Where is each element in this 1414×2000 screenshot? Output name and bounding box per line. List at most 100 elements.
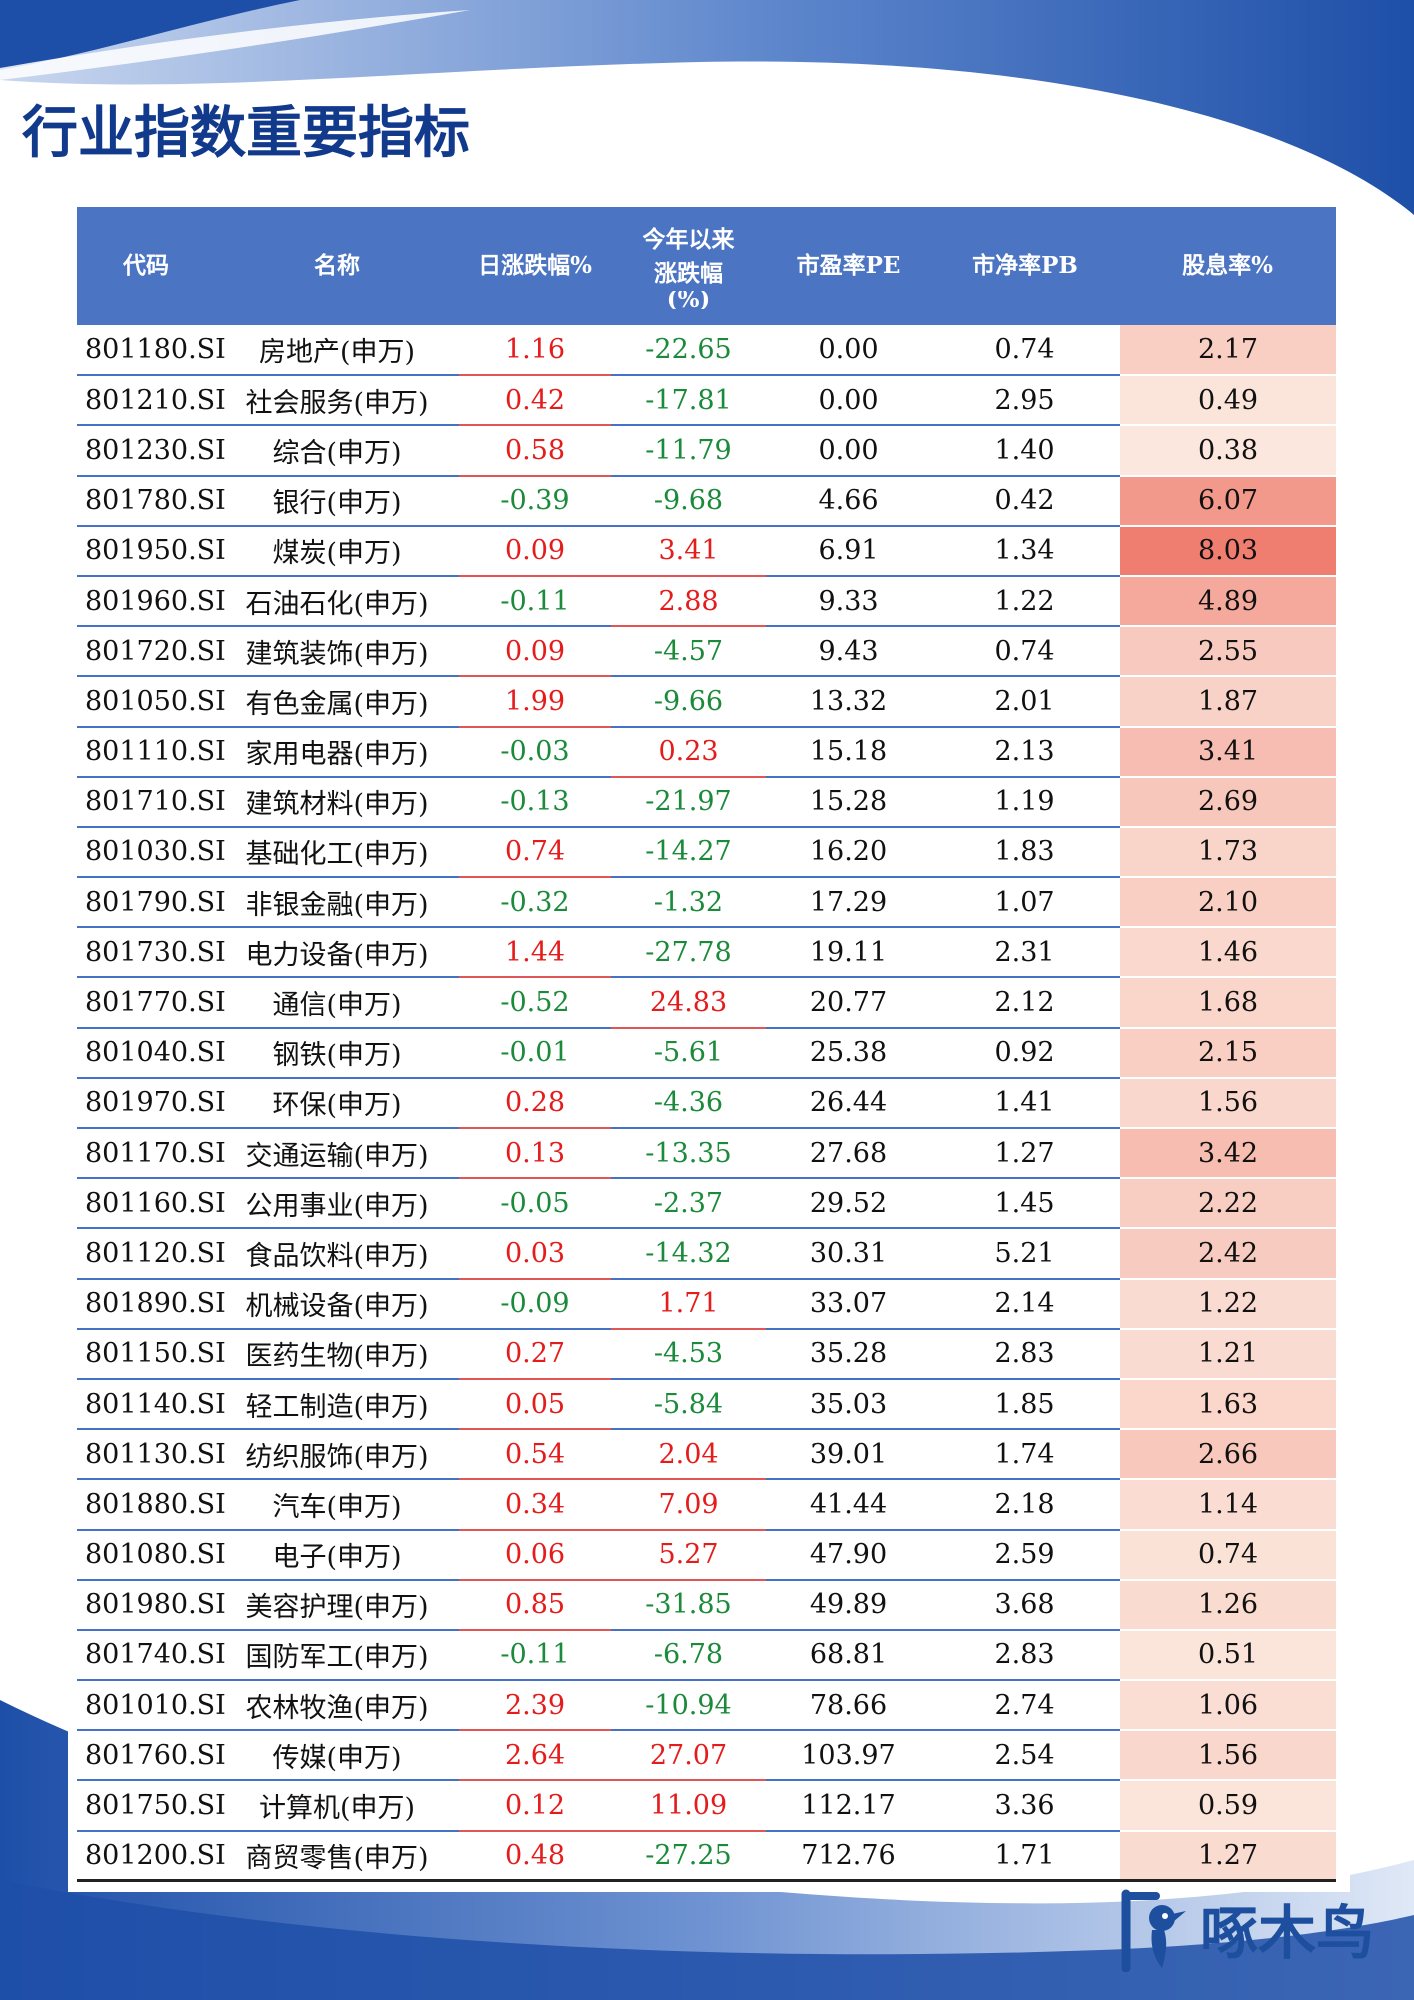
cell-code: 801200.SI	[77, 1830, 226, 1883]
cell-dividend: 2.17	[1118, 325, 1336, 377]
table-row: 801740.SI 国防军工(申万) -0.11 -6.78 68.81 2.83 0.51	[77, 1629, 1336, 1682]
table-row: 801710.SI 建筑材料(申万) -0.13 -21.97 15.28 1.19 2.6…	[77, 776, 1336, 828]
cell-daily-change: 0.48	[459, 1830, 611, 1883]
cell-dividend: 6.07	[1118, 475, 1336, 527]
header-code: 代码	[77, 207, 215, 325]
cell-dividend: 1.26	[1118, 1579, 1336, 1631]
cell-pe: 47.90	[766, 1529, 931, 1581]
cell-pe: 103.97	[766, 1730, 931, 1782]
cell-dividend: 1.06	[1118, 1680, 1336, 1732]
cell-daily-change: 0.42	[459, 375, 611, 427]
cell-name: 医药生物(申万)	[215, 1328, 459, 1380]
cell-ytd-change: -22.65	[611, 325, 766, 377]
cell-daily-change: 2.64	[459, 1730, 611, 1782]
table-row: 801980.SI 美容护理(申万) 0.85 -31.85 49.89 3.68 1.26	[77, 1579, 1336, 1631]
header-dividend: 股息率%	[1119, 207, 1336, 325]
cell-name: 公用事业(申万)	[215, 1178, 459, 1230]
cell-dividend: 2.66	[1118, 1429, 1336, 1481]
cell-name: 食品饮料(申万)	[215, 1228, 459, 1280]
cell-code: 801760.SI	[77, 1730, 226, 1782]
cell-code: 801780.SI	[77, 475, 226, 527]
cell-pb: 1.85	[931, 1378, 1119, 1431]
cell-code: 801080.SI	[77, 1529, 226, 1581]
table-row: 801050.SI 有色金属(申万) 1.99 -9.66 13.32 2.01 1.87	[77, 676, 1336, 728]
cell-pb: 2.18	[931, 1479, 1119, 1531]
cell-dividend: 0.51	[1118, 1629, 1336, 1682]
cell-pb: 0.42	[931, 475, 1119, 527]
cell-pb: 2.54	[931, 1730, 1119, 1782]
table-row: 801210.SI 社会服务(申万) 0.42 -17.81 0.00 2.95 0.49	[77, 375, 1336, 427]
cell-pe: 39.01	[766, 1429, 931, 1481]
cell-ytd-change: 5.27	[611, 1529, 766, 1581]
cell-dividend: 1.73	[1118, 826, 1336, 879]
cell-name: 计算机(申万)	[215, 1780, 459, 1832]
cell-pb: 2.83	[931, 1328, 1119, 1380]
cell-daily-change: 1.16	[459, 325, 611, 377]
table-row: 801880.SI 汽车(申万) 0.34 7.09 41.44 2.18 1.14	[77, 1479, 1336, 1531]
cell-name: 石油石化(申万)	[215, 575, 459, 628]
cell-dividend: 2.15	[1118, 1027, 1336, 1079]
table-row: 801110.SI 家用电器(申万) -0.03 0.23 15.18 2.13 3.41	[77, 726, 1336, 778]
cell-pb: 1.19	[931, 776, 1119, 828]
cell-pe: 49.89	[766, 1579, 931, 1631]
cell-pb: 3.36	[931, 1780, 1119, 1832]
cell-name: 商贸零售(申万)	[215, 1830, 459, 1883]
cell-code: 801040.SI	[77, 1027, 226, 1079]
cell-ytd-change: -4.36	[611, 1077, 766, 1130]
cell-code: 801210.SI	[77, 375, 226, 427]
table-row: 801130.SI 纺织服饰(申万) 0.54 2.04 39.01 1.74 2.66	[77, 1429, 1336, 1481]
cell-pb: 1.40	[931, 425, 1119, 477]
cell-daily-change: 1.99	[459, 676, 611, 728]
header-pe: 市盈率PE	[766, 207, 931, 325]
header-pb: 市净率PB	[931, 207, 1119, 325]
table-row: 801180.SI 房地产(申万) 1.16 -22.65 0.00 0.74 2.17	[77, 325, 1336, 377]
cell-pe: 4.66	[766, 475, 931, 527]
table-row: 801730.SI 电力设备(申万) 1.44 -27.78 19.11 2.31 1.46	[77, 927, 1336, 979]
cell-daily-change: 0.34	[459, 1479, 611, 1531]
cell-pe: 68.81	[766, 1629, 931, 1682]
cell-pe: 6.91	[766, 525, 931, 577]
cell-name: 机械设备(申万)	[215, 1278, 459, 1330]
cell-name: 银行(申万)	[215, 475, 459, 527]
cell-ytd-change: 3.41	[611, 525, 766, 577]
table-row: 801140.SI 轻工制造(申万) 0.05 -5.84 35.03 1.85 1.63	[77, 1378, 1336, 1431]
cell-pb: 2.59	[931, 1529, 1119, 1581]
cell-dividend: 2.55	[1118, 626, 1336, 678]
cell-name: 传媒(申万)	[215, 1730, 459, 1782]
table-row: 801720.SI 建筑装饰(申万) 0.09 -4.57 9.43 0.74 2.55	[77, 626, 1336, 678]
cell-daily-change: 0.09	[459, 626, 611, 678]
cell-daily-change: -0.32	[459, 877, 611, 929]
table-row: 801080.SI 电子(申万) 0.06 5.27 47.90 2.59 0.74	[77, 1529, 1336, 1581]
cell-name: 轻工制造(申万)	[215, 1378, 459, 1431]
cell-code: 801010.SI	[77, 1680, 226, 1732]
table-row: 801150.SI 医药生物(申万) 0.27 -4.53 35.28 2.83 1.21	[77, 1328, 1336, 1380]
cell-daily-change: 0.85	[459, 1579, 611, 1631]
page-title: 行业指数重要指标	[22, 101, 470, 166]
table-row: 801780.SI 银行(申万) -0.39 -9.68 4.66 0.42 6.07	[77, 475, 1336, 527]
cell-name: 有色金属(申万)	[215, 676, 459, 728]
table-row: 801950.SI 煤炭(申万) 0.09 3.41 6.91 1.34 8.03	[77, 525, 1336, 577]
cell-pe: 35.28	[766, 1328, 931, 1380]
cell-pb: 1.71	[931, 1830, 1119, 1883]
table-row: 801750.SI 计算机(申万) 0.12 11.09 112.17 3.36 0.59	[77, 1780, 1336, 1832]
cell-pb: 2.83	[931, 1629, 1119, 1682]
cell-ytd-change: -13.35	[611, 1128, 766, 1180]
cell-pb: 1.83	[931, 826, 1119, 879]
cell-daily-change: 0.06	[459, 1529, 611, 1581]
brand-logo: 啄木鸟	[1112, 1884, 1374, 1972]
cell-pe: 20.77	[766, 977, 931, 1029]
cell-name: 建筑材料(申万)	[215, 776, 459, 828]
cell-ytd-change: 2.88	[611, 575, 766, 628]
cell-daily-change: 1.44	[459, 927, 611, 979]
cell-pb: 1.34	[931, 525, 1119, 577]
cell-code: 801790.SI	[77, 877, 226, 929]
cell-pb: 0.92	[931, 1027, 1119, 1079]
cell-code: 801960.SI	[77, 575, 226, 628]
cell-code: 801170.SI	[77, 1128, 226, 1180]
table-row: 801160.SI 公用事业(申万) -0.05 -2.37 29.52 1.45 2.22	[77, 1178, 1336, 1230]
cell-code: 801030.SI	[77, 826, 226, 879]
cell-dividend: 8.03	[1118, 525, 1336, 577]
cell-pb: 5.21	[931, 1228, 1119, 1280]
cell-pe: 19.11	[766, 927, 931, 979]
cell-code: 801150.SI	[77, 1328, 226, 1380]
